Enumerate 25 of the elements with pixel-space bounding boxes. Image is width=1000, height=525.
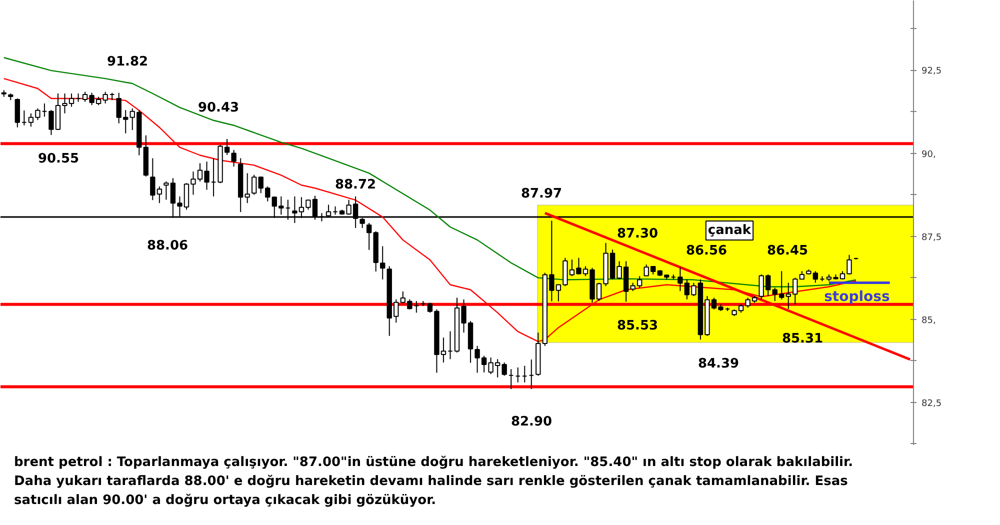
- annotation: çanak: [708, 223, 752, 238]
- annotation: 86.56: [686, 244, 728, 258]
- annotation: 86.45: [766, 244, 808, 258]
- y-tick-label: 87,5: [922, 232, 942, 243]
- annotation: 85.53: [616, 318, 658, 334]
- candlestick: [14, 98, 20, 128]
- annotation: 82.90: [510, 414, 552, 430]
- annotation: 90.55: [38, 152, 80, 166]
- candlestick: [252, 174, 257, 196]
- candlestick: [380, 246, 386, 280]
- candlestick: [231, 149, 236, 168]
- series-label: stoploss: [824, 288, 890, 305]
- text: brent petrol : Toparlanmaya çalışıyor. "87.00"in üstüne doğru hareketleniyor. "85.40" ın altı stop olarak bakılabilir. Daha yukarı taraflarda 88.00' e doğru hareketin devamı halinde sarı renkle gösterilen çanak tamamlanabilir. Esas satıcılı alan 90.00' a doğru ortaya çıkacak gibi gözüküyor.: [14, 454, 854, 510]
- y-tick-label: 92,5: [922, 66, 942, 77]
- annotation: 87.30: [616, 226, 658, 242]
- annotation: 87.97: [520, 186, 562, 202]
- annotation: 88.06: [146, 238, 188, 254]
- candlestick: [244, 172, 250, 204]
- y-tick-label: 82,5: [922, 398, 942, 409]
- y-tick-label: 90,: [922, 150, 936, 160]
- y-tick-label: 85,: [922, 316, 936, 326]
- annotation: 84.39: [698, 356, 740, 372]
- annotation: 91.82: [106, 54, 148, 70]
- annotation: 88.72: [334, 178, 376, 192]
- annotation: 90.43: [198, 100, 240, 116]
